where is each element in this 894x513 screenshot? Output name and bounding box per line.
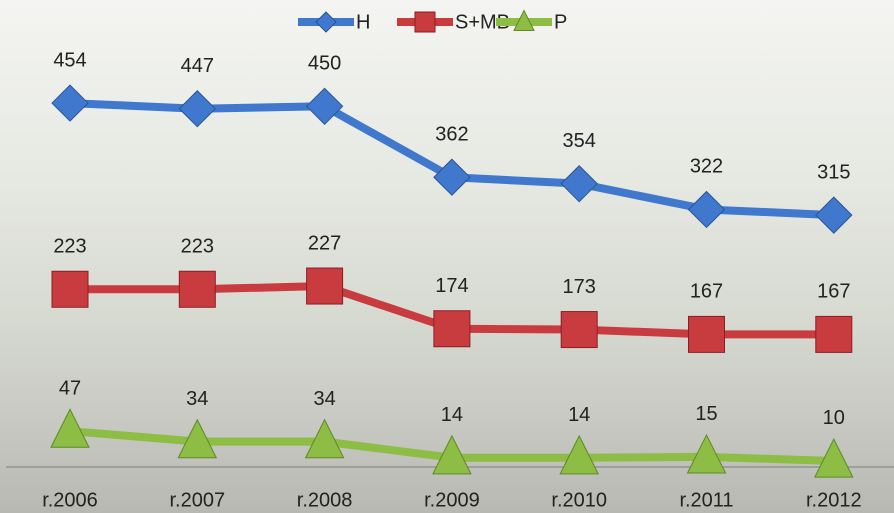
marker xyxy=(688,315,725,353)
data-label: 34 xyxy=(186,388,208,410)
x-tick-label: r.2007 xyxy=(169,489,225,511)
marker xyxy=(433,310,471,348)
data-label: 447 xyxy=(181,55,214,77)
x-tick-label: r.2009 xyxy=(424,489,480,511)
data-label: 167 xyxy=(817,281,850,303)
marker xyxy=(560,164,598,203)
marker xyxy=(559,434,600,475)
marker xyxy=(306,267,344,305)
data-label: 10 xyxy=(823,407,845,429)
marker xyxy=(687,190,726,229)
marker xyxy=(433,158,471,196)
legend-label: H xyxy=(356,11,370,33)
data-label: 15 xyxy=(695,403,717,425)
data-label: 173 xyxy=(563,276,596,298)
x-tick-label: r.2010 xyxy=(551,489,607,511)
marker xyxy=(51,270,89,308)
marker xyxy=(178,90,217,128)
marker xyxy=(815,196,853,234)
data-label: 174 xyxy=(435,275,468,297)
data-label: 322 xyxy=(690,156,723,178)
data-label: 223 xyxy=(53,236,86,258)
marker xyxy=(51,84,89,122)
data-label: 362 xyxy=(435,124,468,146)
marker xyxy=(560,311,598,349)
marker xyxy=(432,434,472,475)
marker xyxy=(50,408,90,448)
marker xyxy=(686,433,727,474)
marker xyxy=(177,418,218,459)
data-label: 167 xyxy=(690,281,723,303)
marker xyxy=(305,87,344,126)
x-tick-label: r.2011 xyxy=(679,489,733,511)
marker xyxy=(414,11,436,33)
legend-label: P xyxy=(554,11,567,33)
data-label: 450 xyxy=(308,53,341,75)
marker xyxy=(315,11,337,33)
legend-label: S+MB xyxy=(455,11,510,33)
marker xyxy=(815,315,853,353)
x-tick-label: r.2012 xyxy=(806,489,862,511)
data-label: 227 xyxy=(308,232,341,254)
data-label: 14 xyxy=(441,404,463,426)
marker xyxy=(178,270,216,308)
data-label: 34 xyxy=(313,388,335,410)
marker xyxy=(813,437,854,478)
data-label: 223 xyxy=(181,236,214,258)
data-label: 14 xyxy=(568,404,590,426)
data-label: 354 xyxy=(563,130,596,152)
marker xyxy=(513,9,535,31)
data-label: 47 xyxy=(59,377,81,399)
x-tick-label: r.2006 xyxy=(42,489,98,511)
x-tick-label: r.2008 xyxy=(297,489,353,511)
marker xyxy=(304,418,345,459)
data-label: 454 xyxy=(53,49,86,71)
data-label: 315 xyxy=(817,161,850,183)
